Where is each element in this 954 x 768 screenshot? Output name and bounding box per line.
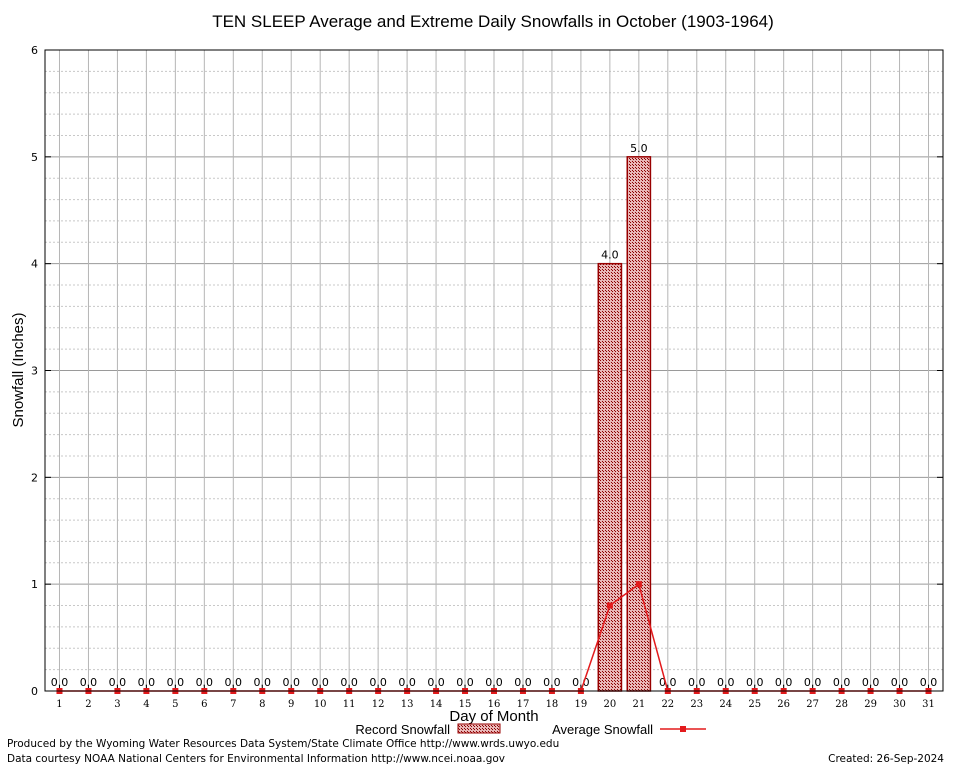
bar-value-label: 0.0	[659, 676, 677, 689]
record-bar	[597, 262, 623, 692]
bar-value-label: 0.0	[920, 676, 938, 689]
x-tick-label: 28	[835, 699, 848, 710]
x-tick-label: 22	[661, 699, 674, 710]
x-tick-label: 24	[719, 699, 732, 710]
x-tick-label: 20	[604, 699, 617, 710]
x-tick-label: 8	[259, 699, 265, 710]
bar-value-label: 0.0	[369, 676, 387, 689]
bar-value-label: 0.0	[717, 676, 735, 689]
average-point	[635, 581, 642, 588]
legend-record-label: Record Snowfall	[355, 722, 450, 737]
x-tick-label: 3	[114, 699, 120, 710]
bar-value-label: 0.0	[456, 676, 474, 689]
bar-value-label: 0.0	[804, 676, 822, 689]
y-tick-label: 0	[31, 685, 38, 698]
x-tick-label: 30	[893, 699, 906, 710]
x-axis-label: Day of Month	[449, 708, 538, 725]
bar-value-label: 0.0	[80, 676, 98, 689]
x-tick-label: 29	[864, 699, 877, 710]
y-tick-label: 4	[31, 258, 38, 271]
x-tick-label: 7	[230, 699, 236, 710]
bar-value-label: 0.0	[311, 676, 329, 689]
bar-value-label: 0.0	[427, 676, 445, 689]
bar-value-label: 0.0	[833, 676, 851, 689]
bar-value-label: 0.0	[485, 676, 503, 689]
y-tick-label: 2	[31, 471, 38, 484]
y-axis-label: Snowfall (Inches)	[10, 312, 27, 427]
footer-created: Created: 26-Sep-2024	[828, 753, 944, 765]
x-tick-label: 25	[748, 699, 761, 710]
footer-data-courtesy: Data courtesy NOAA National Centers for …	[7, 753, 506, 765]
bar-value-label: 0.0	[891, 676, 909, 689]
y-tick-label: 1	[31, 578, 38, 591]
bar-value-label: 0.0	[138, 676, 156, 689]
x-tick-label: 1	[56, 699, 62, 710]
x-tick-label: 9	[288, 699, 294, 710]
bar-value-label: 0.0	[398, 676, 416, 689]
bar-value-label: 4.0	[601, 249, 619, 262]
grid-lines	[45, 49, 943, 692]
bar-value-label: 0.0	[225, 676, 243, 689]
plot-frame	[44, 49, 944, 692]
bar-value-label: 0.0	[51, 676, 69, 689]
bar-value-label: 0.0	[167, 676, 185, 689]
bar-value-labels: 0.0 0.0 0.0 0.0 0.0 0.0 0.0 0.0 0.0 0.0 0.0 0.0 0.0 0…	[51, 142, 938, 689]
bar-value-label: 0.0	[775, 676, 793, 689]
x-tick-label: 23	[690, 699, 703, 710]
x-tick-label: 6	[201, 699, 207, 710]
bar-value-label: 0.0	[196, 676, 214, 689]
x-tick-label: 13	[401, 699, 414, 710]
x-tick-label: 19	[575, 699, 588, 710]
y-axis-ticks: 0 1 2 3 4 5 6	[31, 44, 943, 698]
x-tick-label: 18	[546, 699, 559, 710]
bar-value-label: 0.0	[109, 676, 127, 689]
legend-average-marker	[680, 726, 686, 732]
y-tick-label: 5	[31, 151, 38, 164]
bar-value-label: 0.0	[282, 676, 300, 689]
footer-produced-by: Produced by the Wyoming Water Resources …	[7, 738, 560, 750]
x-tick-label: 14	[430, 699, 443, 710]
y-tick-label: 3	[31, 365, 38, 378]
x-tick-label: 5	[172, 699, 178, 710]
x-tick-label: 2	[85, 699, 91, 710]
bar-value-label: 0.0	[688, 676, 706, 689]
bar-value-label: 0.0	[572, 676, 590, 689]
bar-value-label: 0.0	[746, 676, 764, 689]
x-axis-ticks: 1 2 3 4 5 6 7 8 9 10 11 12 13 14 15 16 17 18 19 20 21 22 23 24 2…	[56, 686, 935, 710]
x-tick-label: 15	[459, 699, 472, 710]
bar-value-label: 5.0	[630, 142, 648, 155]
chart-title: TEN SLEEP Average and Extreme Daily Snow…	[212, 12, 774, 31]
x-tick-label: 17	[517, 699, 530, 710]
record-bar	[626, 156, 652, 692]
bar-value-label: 0.0	[543, 676, 561, 689]
x-tick-label: 26	[777, 699, 790, 710]
x-tick-label: 27	[806, 699, 819, 710]
x-tick-label: 16	[488, 699, 501, 710]
record-bars	[597, 156, 652, 692]
x-tick-label: 12	[372, 699, 385, 710]
legend-record-swatch	[457, 723, 501, 734]
x-tick-label: 21	[632, 699, 645, 710]
y-tick-label: 6	[31, 44, 38, 57]
x-tick-label: 4	[143, 699, 149, 710]
bar-value-label: 0.0	[514, 676, 532, 689]
x-tick-label: 11	[343, 699, 356, 710]
x-tick-label: 10	[314, 699, 327, 710]
bar-value-label: 0.0	[254, 676, 272, 689]
average-point	[606, 602, 613, 609]
bar-value-label: 0.0	[862, 676, 880, 689]
bar-value-label: 0.0	[340, 676, 358, 689]
x-tick-label: 31	[922, 699, 935, 710]
legend: Record Snowfall Average Snowfall	[355, 722, 706, 737]
legend-average-label: Average Snowfall	[552, 722, 653, 737]
